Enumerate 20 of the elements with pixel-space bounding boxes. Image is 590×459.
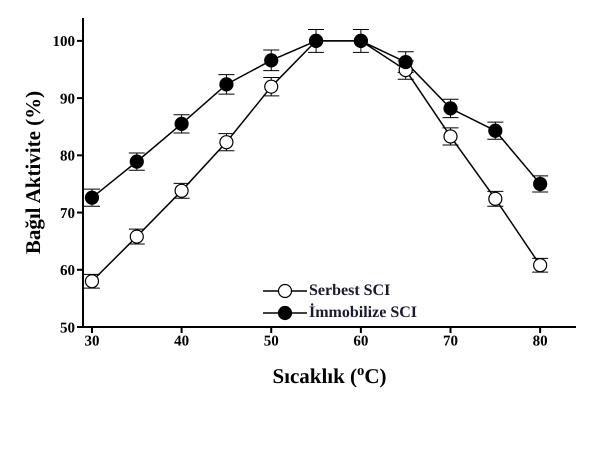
x-tick-label: 60 — [353, 334, 368, 350]
point — [264, 53, 278, 68]
x-tick-label: 50 — [264, 334, 279, 350]
x-tick-label: 70 — [443, 334, 458, 350]
x-tick-label: 80 — [532, 334, 548, 350]
y-tick-label: 60 — [60, 263, 75, 280]
point — [398, 54, 413, 70]
y-tick-label: 90 — [60, 91, 75, 108]
y-tick-label: 100 — [52, 34, 75, 50]
x-tick-label: 40 — [174, 334, 190, 350]
x-axis-title: Sıcaklık ($^{o}$C) — [272, 363, 387, 388]
point — [174, 116, 189, 131]
y-tick-label: 50 — [60, 320, 75, 336]
x-tick-label: 30 — [84, 334, 100, 350]
y-tick-label: 80 — [60, 148, 75, 165]
y-tick-label: 70 — [60, 206, 75, 222]
legend-label: Serbest SCI — [309, 282, 390, 300]
point — [219, 77, 234, 92]
y-axis-title: Bağıl Aktivite (%) — [21, 90, 45, 254]
legend-label: İmmobilize SCI — [309, 304, 417, 322]
